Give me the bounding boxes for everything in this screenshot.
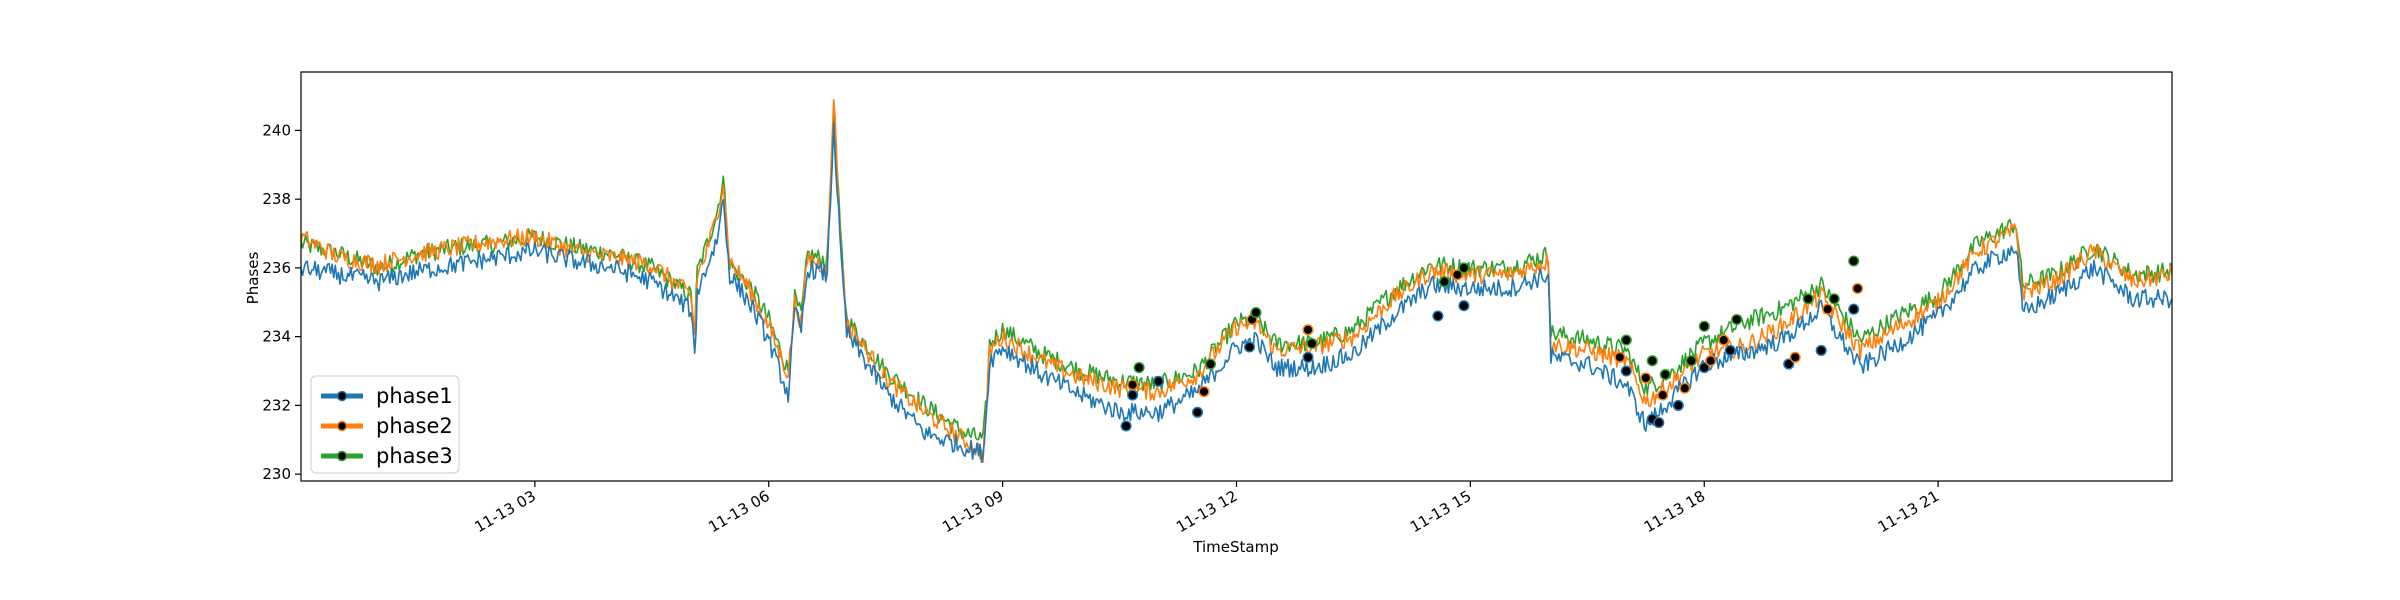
anomaly-marker-phase1 (1191, 406, 1204, 418)
anomaly-marker-phase3 (1458, 262, 1470, 274)
anomaly-marker-phase2 (1614, 351, 1626, 363)
series-line-phase3 (300, 101, 2173, 441)
y-axis: 230 232 234 236 238 240 (262, 121, 301, 483)
anomaly-marker-phase2 (1705, 355, 1717, 367)
anomaly-marker-phase3 (1731, 313, 1743, 326)
anomaly-marker-phase3 (1133, 362, 1145, 374)
anomaly-marker-phase3 (1438, 276, 1450, 288)
legend: phase1 phase2 phase3 (310, 375, 460, 474)
legend-marker-phase2 (336, 420, 348, 432)
y-tick-label: 234 (262, 328, 291, 346)
y-axis-title: Phases (244, 252, 262, 305)
anomaly-marker-phase1 (1848, 303, 1860, 315)
anomaly-marker-phase3 (1848, 255, 1860, 267)
anomaly-marker-phase3 (1659, 368, 1671, 381)
anomaly-marker-phase3 (1250, 307, 1262, 319)
y-tick-label: 236 (262, 259, 291, 277)
anomaly-marker-phase3 (1828, 293, 1840, 305)
x-tick-label: 11-13 03 (471, 487, 538, 536)
x-axis: 11-13 03 11-13 06 11-13 09 11-13 12 11-13 15… (471, 481, 1942, 536)
anomaly-marker-phase2 (1657, 389, 1669, 401)
anomaly-marker-phase2 (1718, 334, 1730, 346)
legend-marker-phase3 (336, 450, 348, 462)
anomaly-marker-phase3 (1306, 337, 1318, 350)
anomaly-marker-phase2 (1822, 303, 1834, 315)
x-tick-label: 11-13 06 (705, 487, 772, 536)
anomaly-marker-phase1 (1653, 417, 1665, 429)
anomaly-marker-phase2 (1451, 269, 1463, 281)
anomaly-marker-phase1 (1458, 300, 1470, 312)
anomaly-marker-phase2 (1302, 324, 1314, 336)
anomaly-marker-phase1 (1127, 389, 1139, 401)
anomaly-marker-phase2 (1198, 386, 1210, 398)
x-axis-title: TimeStamp (1192, 538, 1278, 556)
anomaly-marker-phase3 (1802, 293, 1814, 305)
anomaly-marker-phase1 (1302, 351, 1314, 363)
anomaly-marker-phase1 (1815, 344, 1827, 356)
legend-label-phase2: phase2 (376, 414, 453, 438)
x-tick-label: 11-13 09 (939, 487, 1006, 536)
anomaly-marker-phase1 (1243, 341, 1256, 353)
plot-frame (300, 71, 2173, 482)
x-tick-label: 11-13 15 (1407, 487, 1474, 536)
anomaly-marker-phase1 (1672, 399, 1684, 411)
anomaly-marker-phase1 (1783, 358, 1795, 370)
anomaly-marker-phase1 (1698, 362, 1710, 374)
series-layer (300, 99, 2173, 464)
anomaly-marker-phase3 (1620, 334, 1632, 346)
anomaly-marker-phase2 (1640, 372, 1652, 384)
legend-box (310, 375, 460, 474)
anomaly-marker-phase3 (1685, 355, 1697, 367)
y-tick-label: 240 (262, 121, 291, 139)
x-tick-label: 11-13 21 (1875, 487, 1942, 536)
legend-label-phase3: phase3 (376, 444, 453, 468)
anomaly-marker-phase1 (1432, 310, 1444, 322)
y-tick-label: 230 (262, 465, 291, 483)
series-line-phase2 (300, 99, 2173, 463)
anomaly-marker-phase1 (1120, 420, 1132, 432)
legend-marker-phase1 (336, 390, 348, 402)
anomaly-marker-phase3 (1698, 320, 1710, 332)
anomaly-marker-phase2 (1127, 379, 1139, 391)
marker-layer (1120, 255, 1864, 432)
anomaly-marker-phase1 (1724, 344, 1736, 356)
anomaly-marker-phase1 (1152, 375, 1165, 387)
anomaly-marker-phase2 (1789, 351, 1801, 363)
x-tick-label: 11-13 18 (1641, 487, 1708, 536)
anomaly-marker-phase3 (1204, 358, 1217, 370)
anomaly-marker-phase1 (1620, 365, 1632, 377)
x-tick-label: 11-13 12 (1173, 487, 1240, 536)
legend-label-phase1: phase1 (376, 384, 453, 408)
y-tick-label: 232 (262, 396, 291, 414)
series-line-phase1 (300, 122, 2173, 464)
anomaly-marker-phase2 (1852, 282, 1864, 295)
y-tick-label: 238 (262, 190, 291, 208)
anomaly-marker-phase3 (1646, 355, 1658, 367)
anomaly-marker-phase2 (1679, 382, 1691, 394)
